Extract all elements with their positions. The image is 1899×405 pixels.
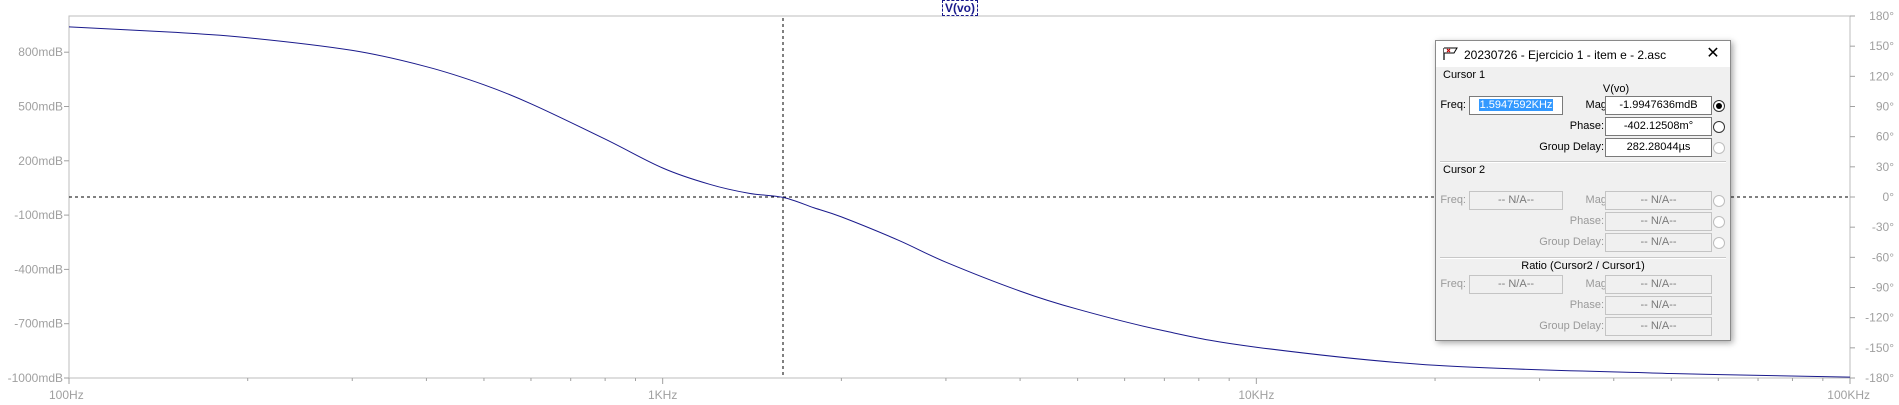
cursor1-phase-label: Phase: bbox=[1569, 120, 1604, 132]
cursor2-mag-label: Mag: bbox=[1585, 194, 1610, 206]
left-tick-label: -400mdB bbox=[14, 262, 63, 276]
ratio-phase-value[interactable]: -- N/A-- bbox=[1605, 296, 1712, 315]
cursor1-phase-value[interactable]: -402.12508m° bbox=[1605, 117, 1712, 136]
cursor2-phase-label: Phase: bbox=[1569, 215, 1604, 227]
x-axis: 100Hz 1KHz 10KHz 100KHz bbox=[49, 378, 1870, 402]
cursor1-group-delay-value[interactable]: 282.28044µs bbox=[1605, 138, 1712, 157]
dialog-title: 20230726 - Ejercicio 1 - item e - 2.asc bbox=[1464, 48, 1667, 62]
cursor1-freq-label: Freq: bbox=[1440, 99, 1466, 111]
cursor2-mag-value[interactable]: -- N/A-- bbox=[1605, 191, 1712, 210]
right-tick-label: -150° bbox=[1865, 341, 1894, 355]
right-tick-label: -30° bbox=[1872, 220, 1894, 234]
cursor1-mag-label: Mag: bbox=[1585, 99, 1610, 111]
cursor2-phase-value[interactable]: -- N/A-- bbox=[1605, 212, 1712, 231]
left-tick-label: -100mdB bbox=[14, 208, 63, 222]
cursor1-group-delay-label: Group Delay: bbox=[1539, 141, 1604, 153]
right-tick-label: 90° bbox=[1876, 100, 1894, 114]
cursor1-mag-value[interactable]: -1.9947636mdB bbox=[1605, 96, 1712, 115]
ratio-freq-value[interactable]: -- N/A-- bbox=[1469, 275, 1563, 294]
left-tick-label: 800mdB bbox=[18, 45, 63, 59]
right-tick-label: -180° bbox=[1865, 371, 1894, 385]
ltspice-icon bbox=[1443, 47, 1458, 60]
x-tick-label: 1KHz bbox=[648, 388, 677, 402]
ratio-group-delay-label: Group Delay: bbox=[1539, 320, 1604, 332]
close-icon[interactable]: ✕ bbox=[1706, 45, 1720, 62]
right-tick-label: -90° bbox=[1872, 281, 1894, 295]
right-tick-label: -120° bbox=[1865, 311, 1894, 325]
left-tick-label: -700mdB bbox=[14, 317, 63, 331]
right-tick-label: 0° bbox=[1883, 190, 1895, 204]
cursor1-mag-radio[interactable] bbox=[1713, 100, 1725, 112]
right-tick-label: -60° bbox=[1872, 250, 1894, 264]
ratio-mag-value[interactable]: -- N/A-- bbox=[1605, 275, 1712, 294]
right-tick-label: 180° bbox=[1869, 9, 1894, 23]
cursor2-mag-radio[interactable] bbox=[1713, 195, 1725, 207]
right-tick-label: 60° bbox=[1876, 130, 1894, 144]
cursor1-phase-radio[interactable] bbox=[1713, 121, 1725, 133]
left-axis: 800mdB 500mdB 200mdB -100mdB -400mdB -700mdB -… bbox=[8, 45, 69, 385]
cursor1-trace-name: V(vo) bbox=[1602, 83, 1630, 95]
ratio-freq-label: Freq: bbox=[1440, 278, 1466, 290]
cursor1-freq-input[interactable]: 1.5947592KHz bbox=[1469, 96, 1563, 115]
x-tick-label: 10KHz bbox=[1238, 388, 1274, 402]
right-axis: 180° 150° 120° 90° 60° 30° 0° -30° -60° -90° -120°… bbox=[1850, 9, 1894, 385]
cursor2-freq-label: Freq: bbox=[1440, 194, 1466, 206]
cursor1-group-label: Cursor 1 bbox=[1443, 69, 1486, 81]
cursor2-group-label: Cursor 2 bbox=[1443, 164, 1486, 176]
cursor2-phase-radio[interactable] bbox=[1713, 216, 1725, 228]
cursor2-group-delay-label: Group Delay: bbox=[1539, 236, 1604, 248]
cursor2-freq-input[interactable]: -- N/A-- bbox=[1469, 191, 1563, 210]
cursor-dialog[interactable]: 20230726 - Ejercicio 1 - item e - 2.asc … bbox=[1435, 40, 1731, 341]
ratio-phase-label: Phase: bbox=[1569, 299, 1604, 311]
cursor2-group-delay-radio[interactable] bbox=[1713, 237, 1725, 249]
divider bbox=[1440, 257, 1726, 259]
x-tick-label: 100KHz bbox=[1827, 388, 1870, 402]
divider bbox=[1440, 161, 1726, 163]
right-tick-label: 30° bbox=[1876, 160, 1894, 174]
ratio-group-label: Ratio (Cursor2 / Cursor1) bbox=[1521, 260, 1645, 272]
trace-v-vo bbox=[68, 26, 1851, 378]
cursor1-group-delay-radio[interactable] bbox=[1713, 142, 1725, 154]
left-tick-label: 500mdB bbox=[18, 100, 63, 114]
ratio-group-delay-value[interactable]: -- N/A-- bbox=[1605, 317, 1712, 336]
right-tick-label: 150° bbox=[1869, 39, 1894, 53]
cursor2-group-delay-value[interactable]: -- N/A-- bbox=[1605, 233, 1712, 252]
ratio-mag-label: Mag: bbox=[1585, 278, 1610, 290]
left-tick-label: -1000mdB bbox=[8, 371, 63, 385]
left-tick-label: 200mdB bbox=[18, 154, 63, 168]
right-tick-label: 120° bbox=[1869, 69, 1894, 83]
x-tick-label: 100Hz bbox=[49, 388, 84, 402]
dialog-titlebar[interactable]: 20230726 - Ejercicio 1 - item e - 2.asc … bbox=[1436, 41, 1730, 67]
trace-label-v-vo[interactable]: V(vo) bbox=[942, 0, 978, 16]
